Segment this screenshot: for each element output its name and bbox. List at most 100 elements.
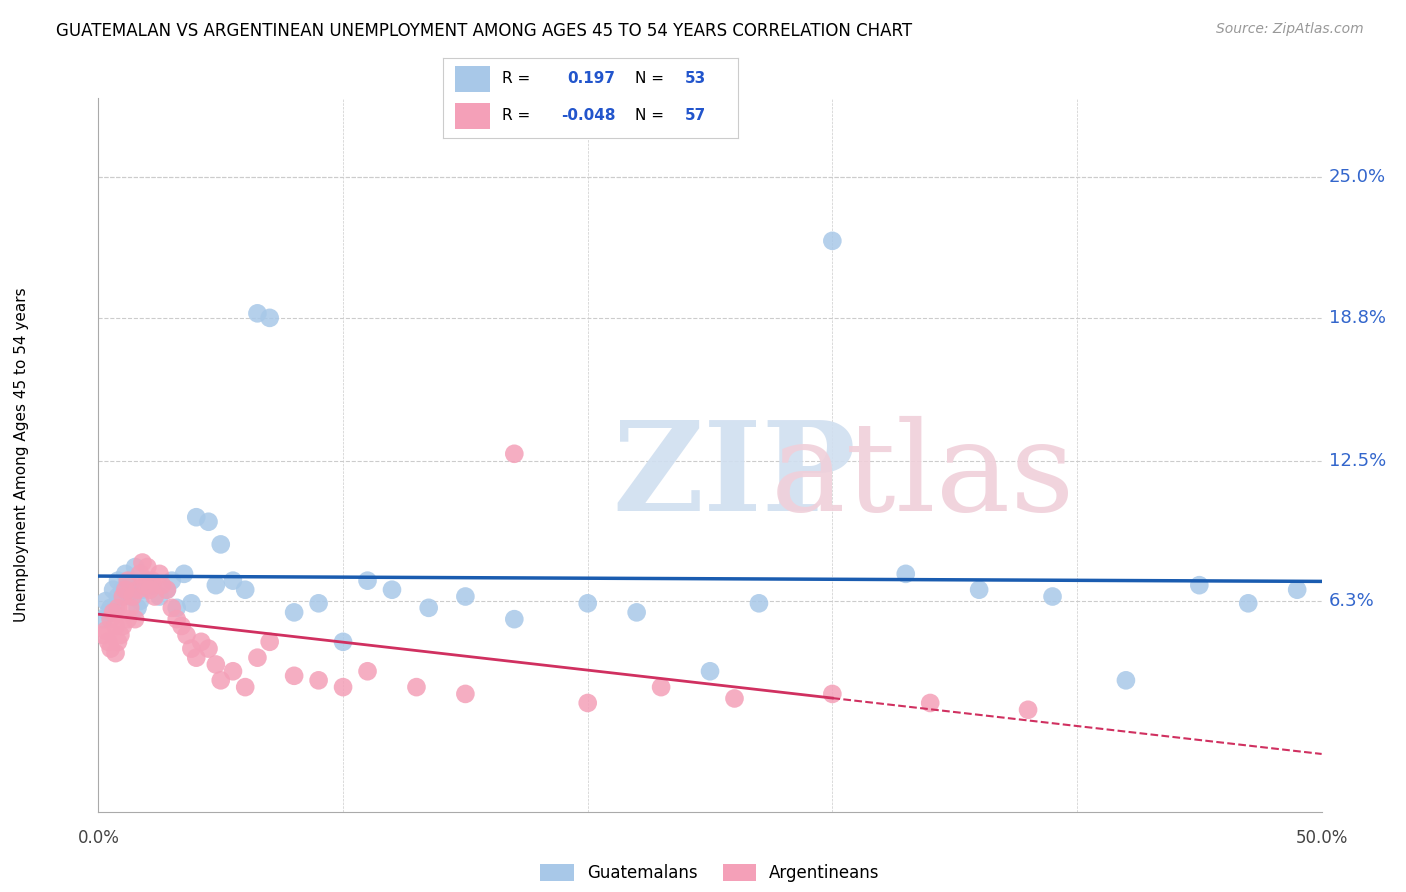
Point [120, 590, 142, 604]
Bar [454, 66, 491, 92]
Point [418, 600, 440, 615]
Point [117, 578, 139, 592]
Text: GUATEMALAN VS ARGENTINEAN UNEMPLOYMENT AMONG AGES 45 TO 54 YEARS CORRELATION CHA: GUATEMALAN VS ARGENTINEAN UNEMPLOYMENT A… [56, 22, 912, 40]
Point [356, 574, 378, 588]
Text: R =: R = [502, 71, 530, 87]
Point [222, 665, 245, 679]
Point [1017, 703, 1039, 717]
Point [134, 578, 156, 592]
Point [283, 606, 305, 620]
Text: ZIP: ZIP [612, 416, 856, 537]
Point [129, 594, 152, 608]
Point [101, 606, 124, 620]
Point [91, 628, 114, 642]
Text: 0.197: 0.197 [567, 71, 614, 87]
Point [111, 619, 134, 633]
Point [97, 635, 120, 649]
Point [920, 696, 942, 710]
Point [332, 635, 354, 649]
Point [156, 582, 179, 597]
Point [166, 612, 188, 626]
Point [117, 574, 139, 588]
Point [100, 612, 122, 626]
Point [308, 673, 330, 688]
Text: 50.0%: 50.0% [1295, 829, 1348, 847]
Point [748, 596, 770, 610]
Point [104, 646, 127, 660]
Point [127, 582, 149, 597]
Point [1115, 673, 1137, 688]
Point [1237, 596, 1260, 610]
Point [111, 582, 134, 597]
Point [120, 600, 142, 615]
Text: Unemployment Among Ages 45 to 54 years: Unemployment Among Ages 45 to 54 years [14, 287, 28, 623]
Point [173, 566, 195, 581]
Point [141, 574, 163, 588]
Point [180, 596, 202, 610]
Text: -0.048: -0.048 [561, 108, 616, 123]
Legend: Guatemalans, Argentineans: Guatemalans, Argentineans [540, 863, 880, 882]
Point [176, 628, 198, 642]
Point [149, 566, 172, 581]
Point [107, 635, 129, 649]
Bar [454, 103, 491, 128]
Text: 12.5%: 12.5% [1329, 451, 1386, 469]
Point [821, 234, 844, 248]
Point [104, 600, 127, 615]
Point [186, 510, 208, 524]
Point [259, 310, 281, 325]
Point [190, 635, 212, 649]
Point [503, 612, 526, 626]
Point [723, 691, 745, 706]
Point [124, 612, 146, 626]
Point [246, 650, 269, 665]
Point [205, 657, 228, 672]
Point [967, 582, 990, 597]
Point [332, 680, 354, 694]
Point [97, 606, 120, 620]
Point [405, 680, 427, 694]
Point [894, 566, 917, 581]
Text: R =: R = [502, 108, 530, 123]
Point [699, 665, 721, 679]
Point [503, 447, 526, 461]
Point [626, 606, 648, 620]
Point [170, 619, 193, 633]
Point [356, 665, 378, 679]
Point [100, 600, 122, 615]
Point [131, 582, 153, 597]
Point [114, 582, 136, 597]
Point [186, 650, 208, 665]
Text: 53: 53 [685, 71, 706, 87]
Point [143, 590, 166, 604]
Point [160, 600, 183, 615]
Text: atlas: atlas [612, 416, 1074, 537]
Point [246, 306, 269, 320]
Point [381, 582, 404, 597]
Point [222, 574, 245, 588]
Point [136, 560, 159, 574]
Text: Source: ZipAtlas.com: Source: ZipAtlas.com [1216, 22, 1364, 37]
Point [141, 578, 163, 592]
Point [576, 596, 599, 610]
Point [150, 578, 173, 592]
Point [114, 566, 136, 581]
Point [650, 680, 672, 694]
Point [100, 641, 122, 656]
Point [107, 590, 129, 604]
Point [121, 590, 143, 604]
Point [180, 641, 202, 656]
Point [283, 669, 305, 683]
Point [104, 619, 127, 633]
Point [91, 612, 114, 626]
Point [308, 596, 330, 610]
Point [197, 515, 219, 529]
Point [107, 600, 129, 615]
Point [127, 600, 149, 615]
Point [101, 582, 124, 597]
Point [94, 624, 117, 638]
Point [160, 574, 183, 588]
Point [131, 556, 153, 570]
Point [1042, 590, 1064, 604]
Point [209, 673, 232, 688]
